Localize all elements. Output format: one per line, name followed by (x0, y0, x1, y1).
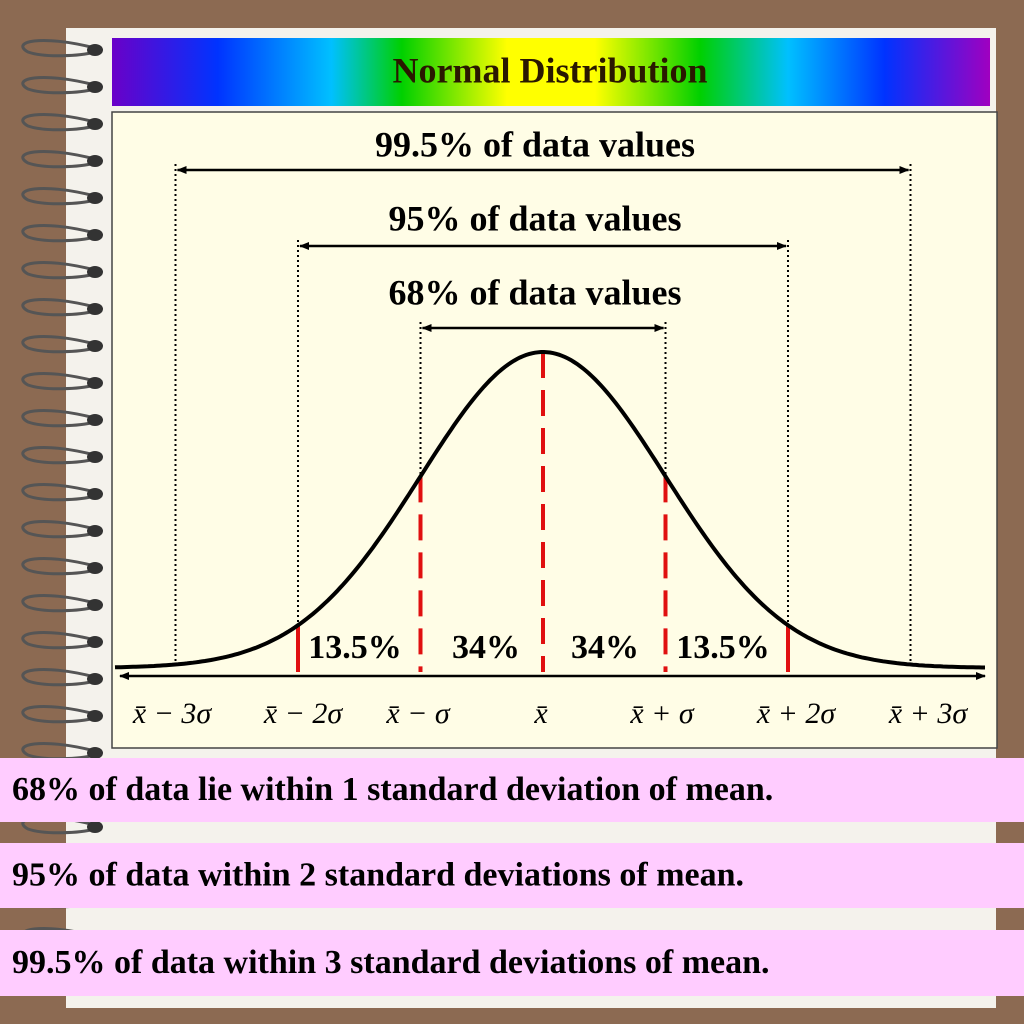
spiral-hole (87, 488, 103, 500)
spiral-ring (21, 260, 96, 280)
spiral-hole (87, 525, 103, 537)
statement: 95% of data within 2 standard deviations… (12, 856, 744, 893)
spiral-ring (21, 667, 96, 687)
spiral-ring (21, 112, 96, 132)
spiral-ring (21, 149, 96, 169)
region-label: 13.5% (308, 629, 402, 666)
statement-band (0, 843, 1024, 908)
title: Normal Distribution (393, 50, 708, 90)
statement: 68% of data lie within 1 standard deviat… (12, 771, 773, 808)
axis-label: x̄ + 2σ (756, 697, 837, 730)
region-label: 34% (571, 629, 639, 666)
spiral-hole (87, 192, 103, 204)
spiral-ring (21, 38, 96, 58)
span-label: 68% of data values (388, 272, 681, 312)
spiral-hole (87, 118, 103, 130)
spiral-hole (87, 710, 103, 722)
spiral-hole (87, 821, 103, 833)
spiral-hole (87, 673, 103, 685)
span-label: 99.5% of data values (375, 124, 695, 164)
axis-label: x̄ + 3σ (888, 697, 969, 730)
spiral-hole (87, 303, 103, 315)
axis-label: x̄ (533, 697, 548, 730)
statement-band (0, 930, 1024, 996)
spiral-hole (87, 44, 103, 56)
spiral-hole (87, 229, 103, 241)
statements: 68% of data lie within 1 standard deviat… (0, 758, 1024, 996)
spiral-hole (87, 81, 103, 93)
spiral-ring (21, 186, 96, 206)
statement-band (0, 758, 1024, 822)
spiral-hole (87, 340, 103, 352)
spiral-ring (21, 297, 96, 317)
spiral-hole (87, 451, 103, 463)
bell-curve (114, 350, 985, 670)
spiral-ring (21, 482, 96, 502)
axis-label: x̄ − 2σ (263, 697, 344, 730)
axis-label: x̄ + σ (629, 697, 695, 730)
title-banner (112, 38, 990, 106)
region-label: 13.5% (676, 629, 770, 666)
spiral-hole (87, 155, 103, 167)
spiral-ring (21, 445, 96, 465)
spiral-hole (87, 266, 103, 278)
spiral-hole (87, 636, 103, 648)
spiral-ring (21, 630, 96, 650)
spiral (21, 38, 103, 983)
span-label: 95% of data values (388, 198, 681, 238)
spiral-ring (21, 75, 96, 95)
spiral-hole (87, 562, 103, 574)
axis-label: x̄ − σ (385, 697, 451, 730)
spiral-hole (87, 599, 103, 611)
spiral-ring (21, 556, 96, 576)
spiral-hole (87, 414, 103, 426)
region-label: 34% (452, 629, 520, 666)
spiral-hole (87, 377, 103, 389)
spiral-ring (21, 223, 96, 243)
spiral-ring (21, 704, 96, 724)
spiral-hole (87, 747, 103, 759)
spiral-ring (21, 408, 96, 428)
statement: 99.5% of data within 3 standard deviatio… (12, 944, 770, 981)
spiral-ring (21, 593, 96, 613)
axis-label: x̄ − 3σ (132, 697, 213, 730)
diagram: 99.5% of data values 95% of data values 68… (114, 124, 986, 730)
spiral-ring (21, 519, 96, 539)
chart-panel (111, 111, 998, 749)
spiral-ring (21, 371, 96, 391)
spiral-ring (21, 334, 96, 354)
